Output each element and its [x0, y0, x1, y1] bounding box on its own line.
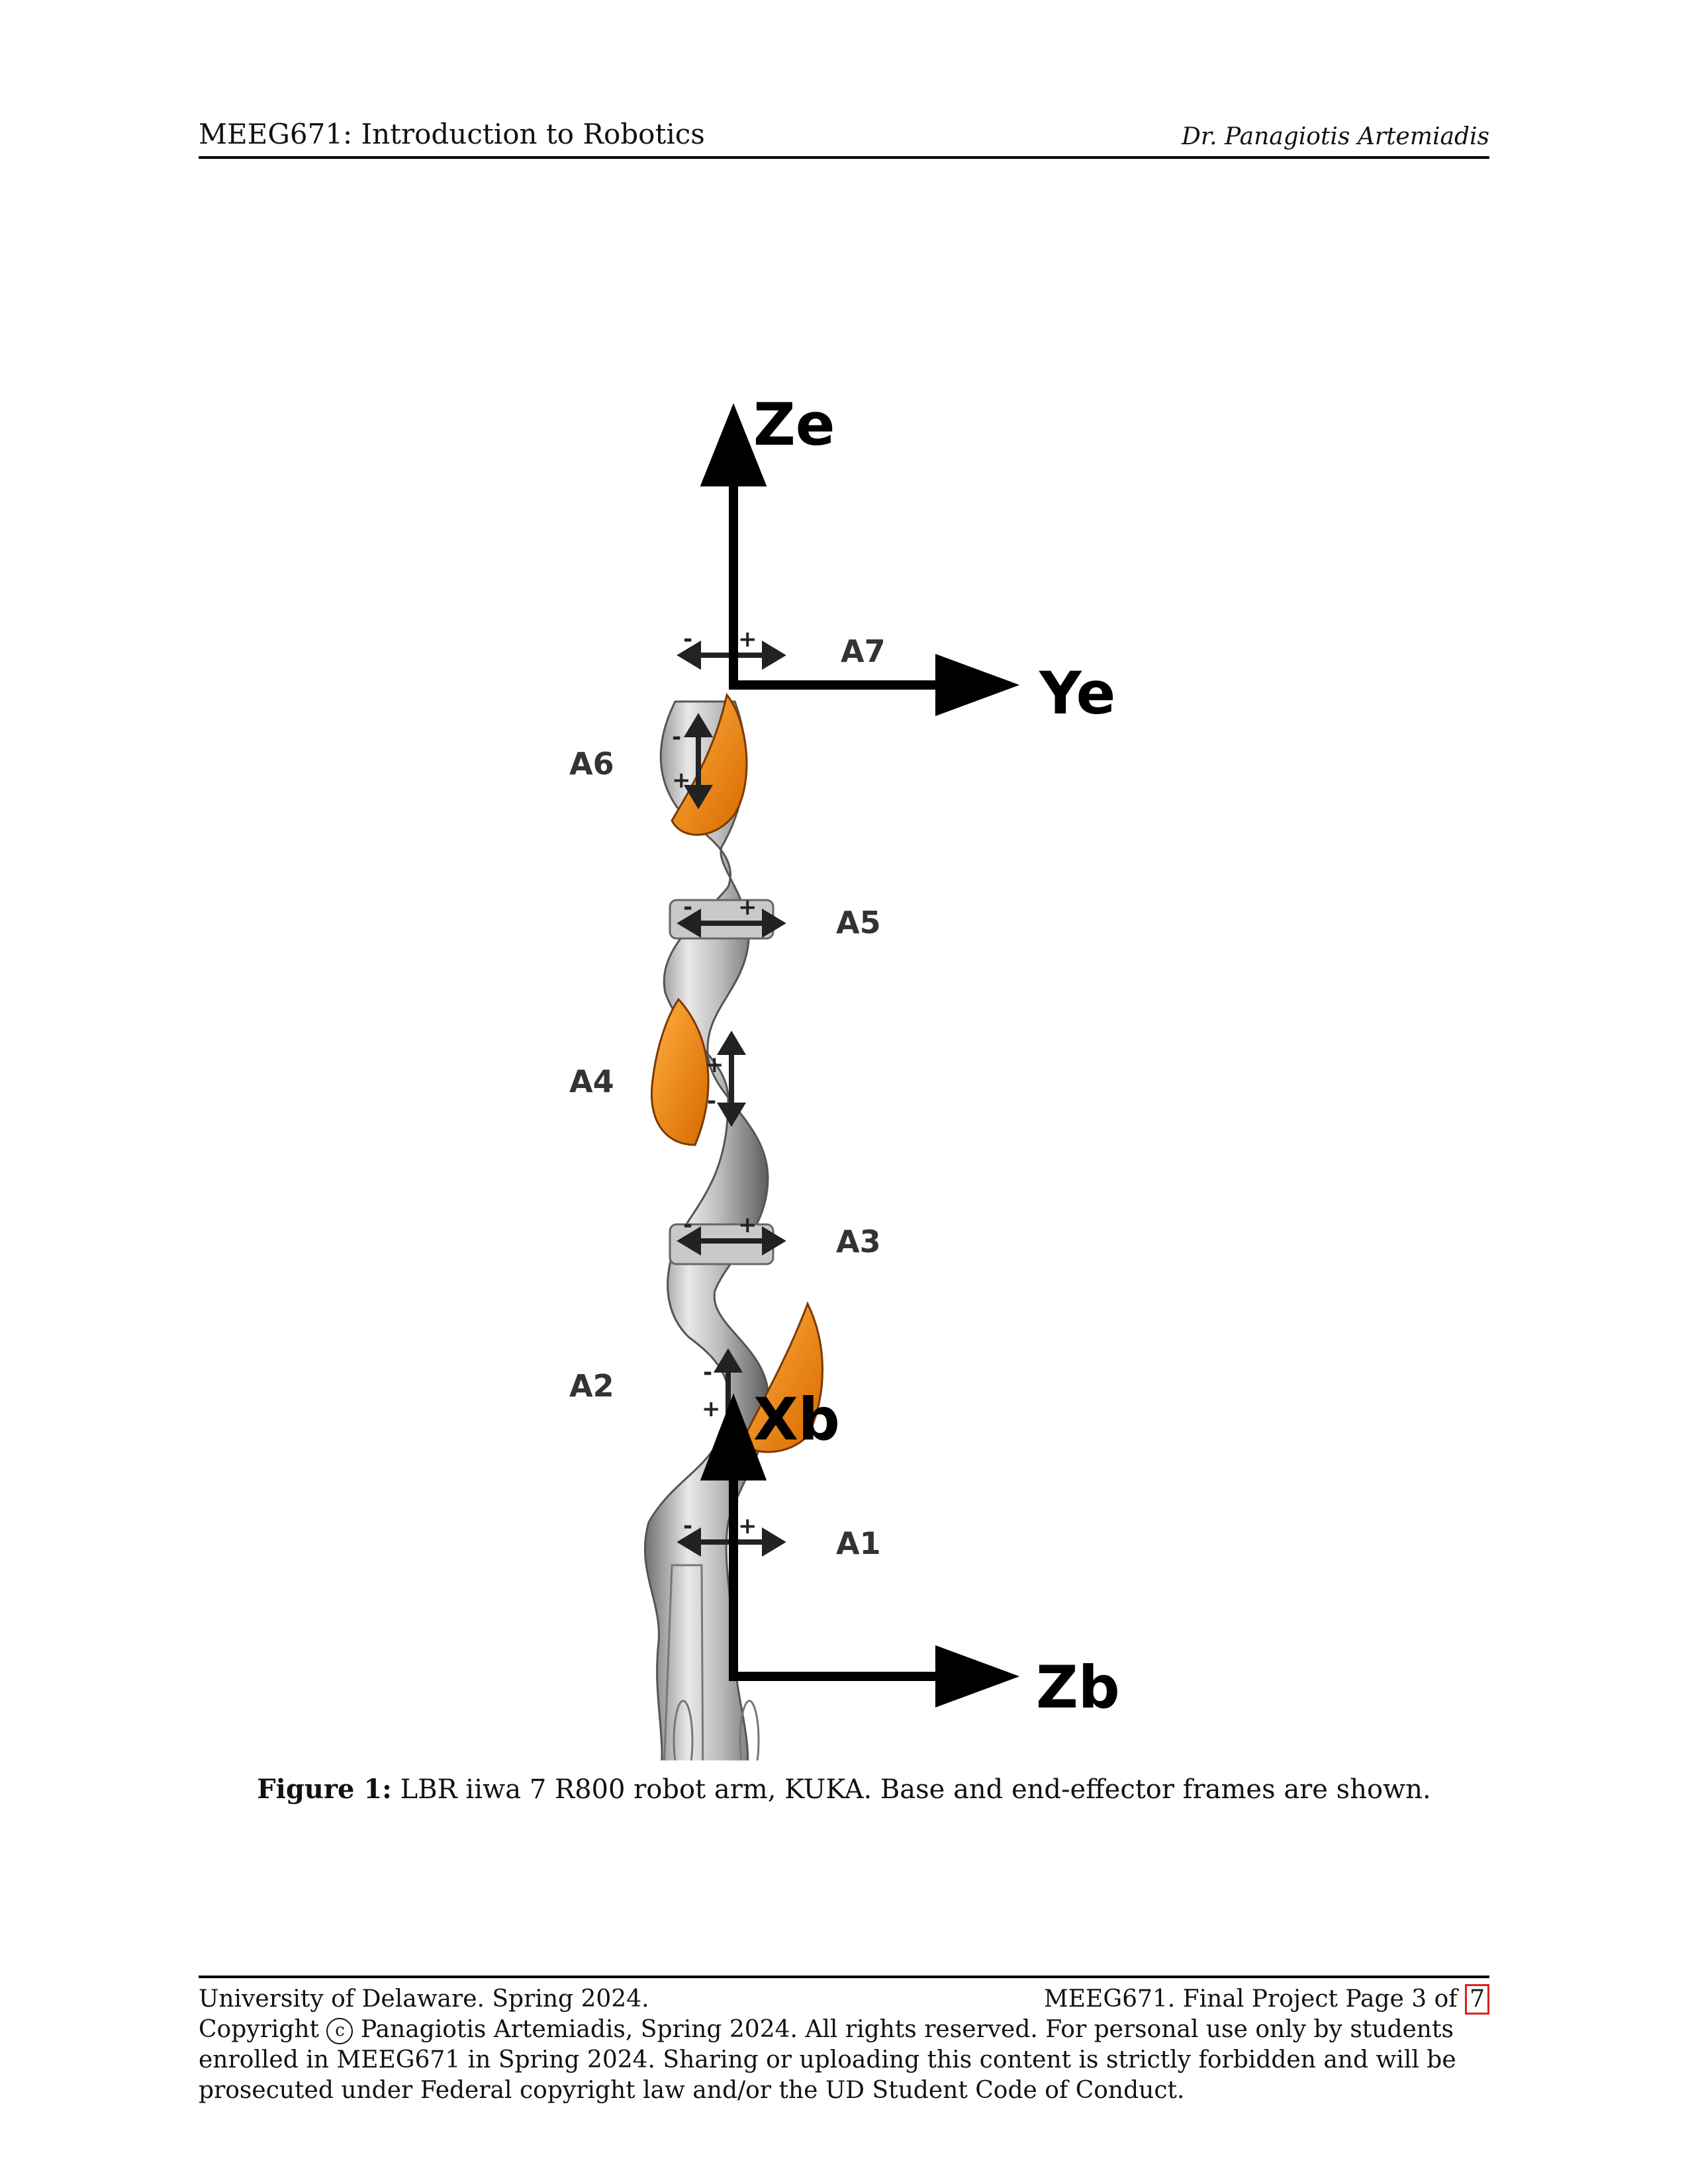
orange-accent-a4 [650, 997, 710, 1146]
a3-minus-sign: - [683, 1212, 692, 1238]
figure-caption-text: LBR iiwa 7 R800 robot arm, KUKA. Base an… [400, 1774, 1431, 1805]
axis-label-xb: Xb [753, 1385, 840, 1453]
header-instructor: Dr. Panagiotis Artemiadis [1182, 123, 1489, 150]
axis-label-ze: Ze [753, 390, 835, 459]
a5-plus-sign: + [738, 894, 757, 921]
joint-label-a4: A4 [569, 1064, 614, 1099]
footer-university: University of Delaware. Spring 2024. [199, 1985, 649, 2013]
orange-accent-a6 [671, 692, 748, 836]
header-course-title: MEEG671: Introduction to Robotics [199, 118, 705, 150]
total-pages-link[interactable]: 7 [1465, 1984, 1489, 2015]
robot-arm-figure: - + - + - + - + - + + - - + A7 A6 A5 A4 … [516, 384, 1178, 1788]
a4-minus-sign: - [707, 1088, 716, 1115]
joint-label-a3: A3 [836, 1224, 881, 1259]
joint-label-a5: A5 [836, 905, 881, 940]
joint-label-a6: A6 [569, 746, 614, 782]
axis-label-ye: Ye [1039, 659, 1115, 727]
end-effector-frame [700, 403, 1020, 717]
robot-arm-diagram: - + - + - + - + - + + - - + A7 A6 A5 A4 … [569, 390, 1120, 1788]
a2-minus-sign: - [703, 1359, 712, 1386]
a1-minus-sign: - [683, 1513, 692, 1539]
orange-accent-a2 [740, 1301, 823, 1453]
a4-plus-sign: + [705, 1052, 724, 1078]
footer-rule [199, 1976, 1489, 1978]
joint-label-a1: A1 [836, 1525, 881, 1561]
header-rule [199, 156, 1489, 159]
base-frame [700, 1393, 1020, 1708]
copyright-text: Panagiotis Artemiadis, Spring 2024. All … [199, 2016, 1456, 2104]
a3-plus-sign: + [738, 1212, 757, 1238]
robot-arm-body [643, 700, 774, 1788]
figure-caption-label: Figure 1: [257, 1774, 392, 1805]
a7-minus-sign: - [683, 626, 692, 653]
joint-arrows [677, 640, 786, 1557]
a2-plus-sign: + [702, 1396, 721, 1422]
axis-label-zb: Zb [1036, 1653, 1120, 1721]
footer: University of Delaware. Spring 2024. MEE… [199, 1984, 1489, 2106]
a5-minus-sign: - [683, 894, 692, 921]
joint-label-a7: A7 [841, 633, 886, 669]
footer-page-info: MEEG671. Final Project Page 3 of 7 [1044, 1984, 1489, 2015]
joint-label-a2: A2 [569, 1368, 614, 1404]
copyright-prefix: Copyright [199, 2016, 320, 2043]
footer-copyright: Copyright c Panagiotis Artemiadis, Sprin… [199, 2015, 1489, 2106]
footer-page-number: MEEG671. Final Project Page 3 of [1043, 1985, 1458, 2013]
a7-plus-sign: + [738, 626, 757, 653]
a6-minus-sign: - [672, 724, 681, 751]
figure-caption: Figure 1: LBR iiwa 7 R800 robot arm, KUK… [0, 1774, 1688, 1805]
copyright-symbol-icon: c [326, 2018, 353, 2044]
a6-plus-sign: + [672, 767, 691, 794]
a1-plus-sign: + [738, 1513, 757, 1539]
